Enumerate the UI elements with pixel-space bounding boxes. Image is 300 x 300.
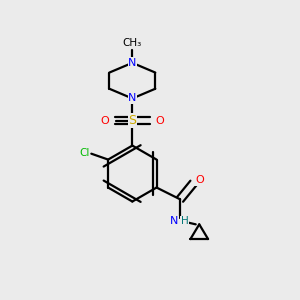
Text: N: N bbox=[170, 216, 178, 226]
Text: O: O bbox=[101, 116, 110, 126]
Text: S: S bbox=[128, 114, 136, 127]
Text: N: N bbox=[128, 58, 136, 68]
Text: H: H bbox=[181, 216, 188, 226]
Text: N: N bbox=[128, 94, 136, 103]
Text: O: O bbox=[155, 116, 164, 126]
Text: CH₃: CH₃ bbox=[123, 38, 142, 48]
Text: O: O bbox=[195, 175, 204, 185]
Text: Cl: Cl bbox=[80, 148, 90, 158]
